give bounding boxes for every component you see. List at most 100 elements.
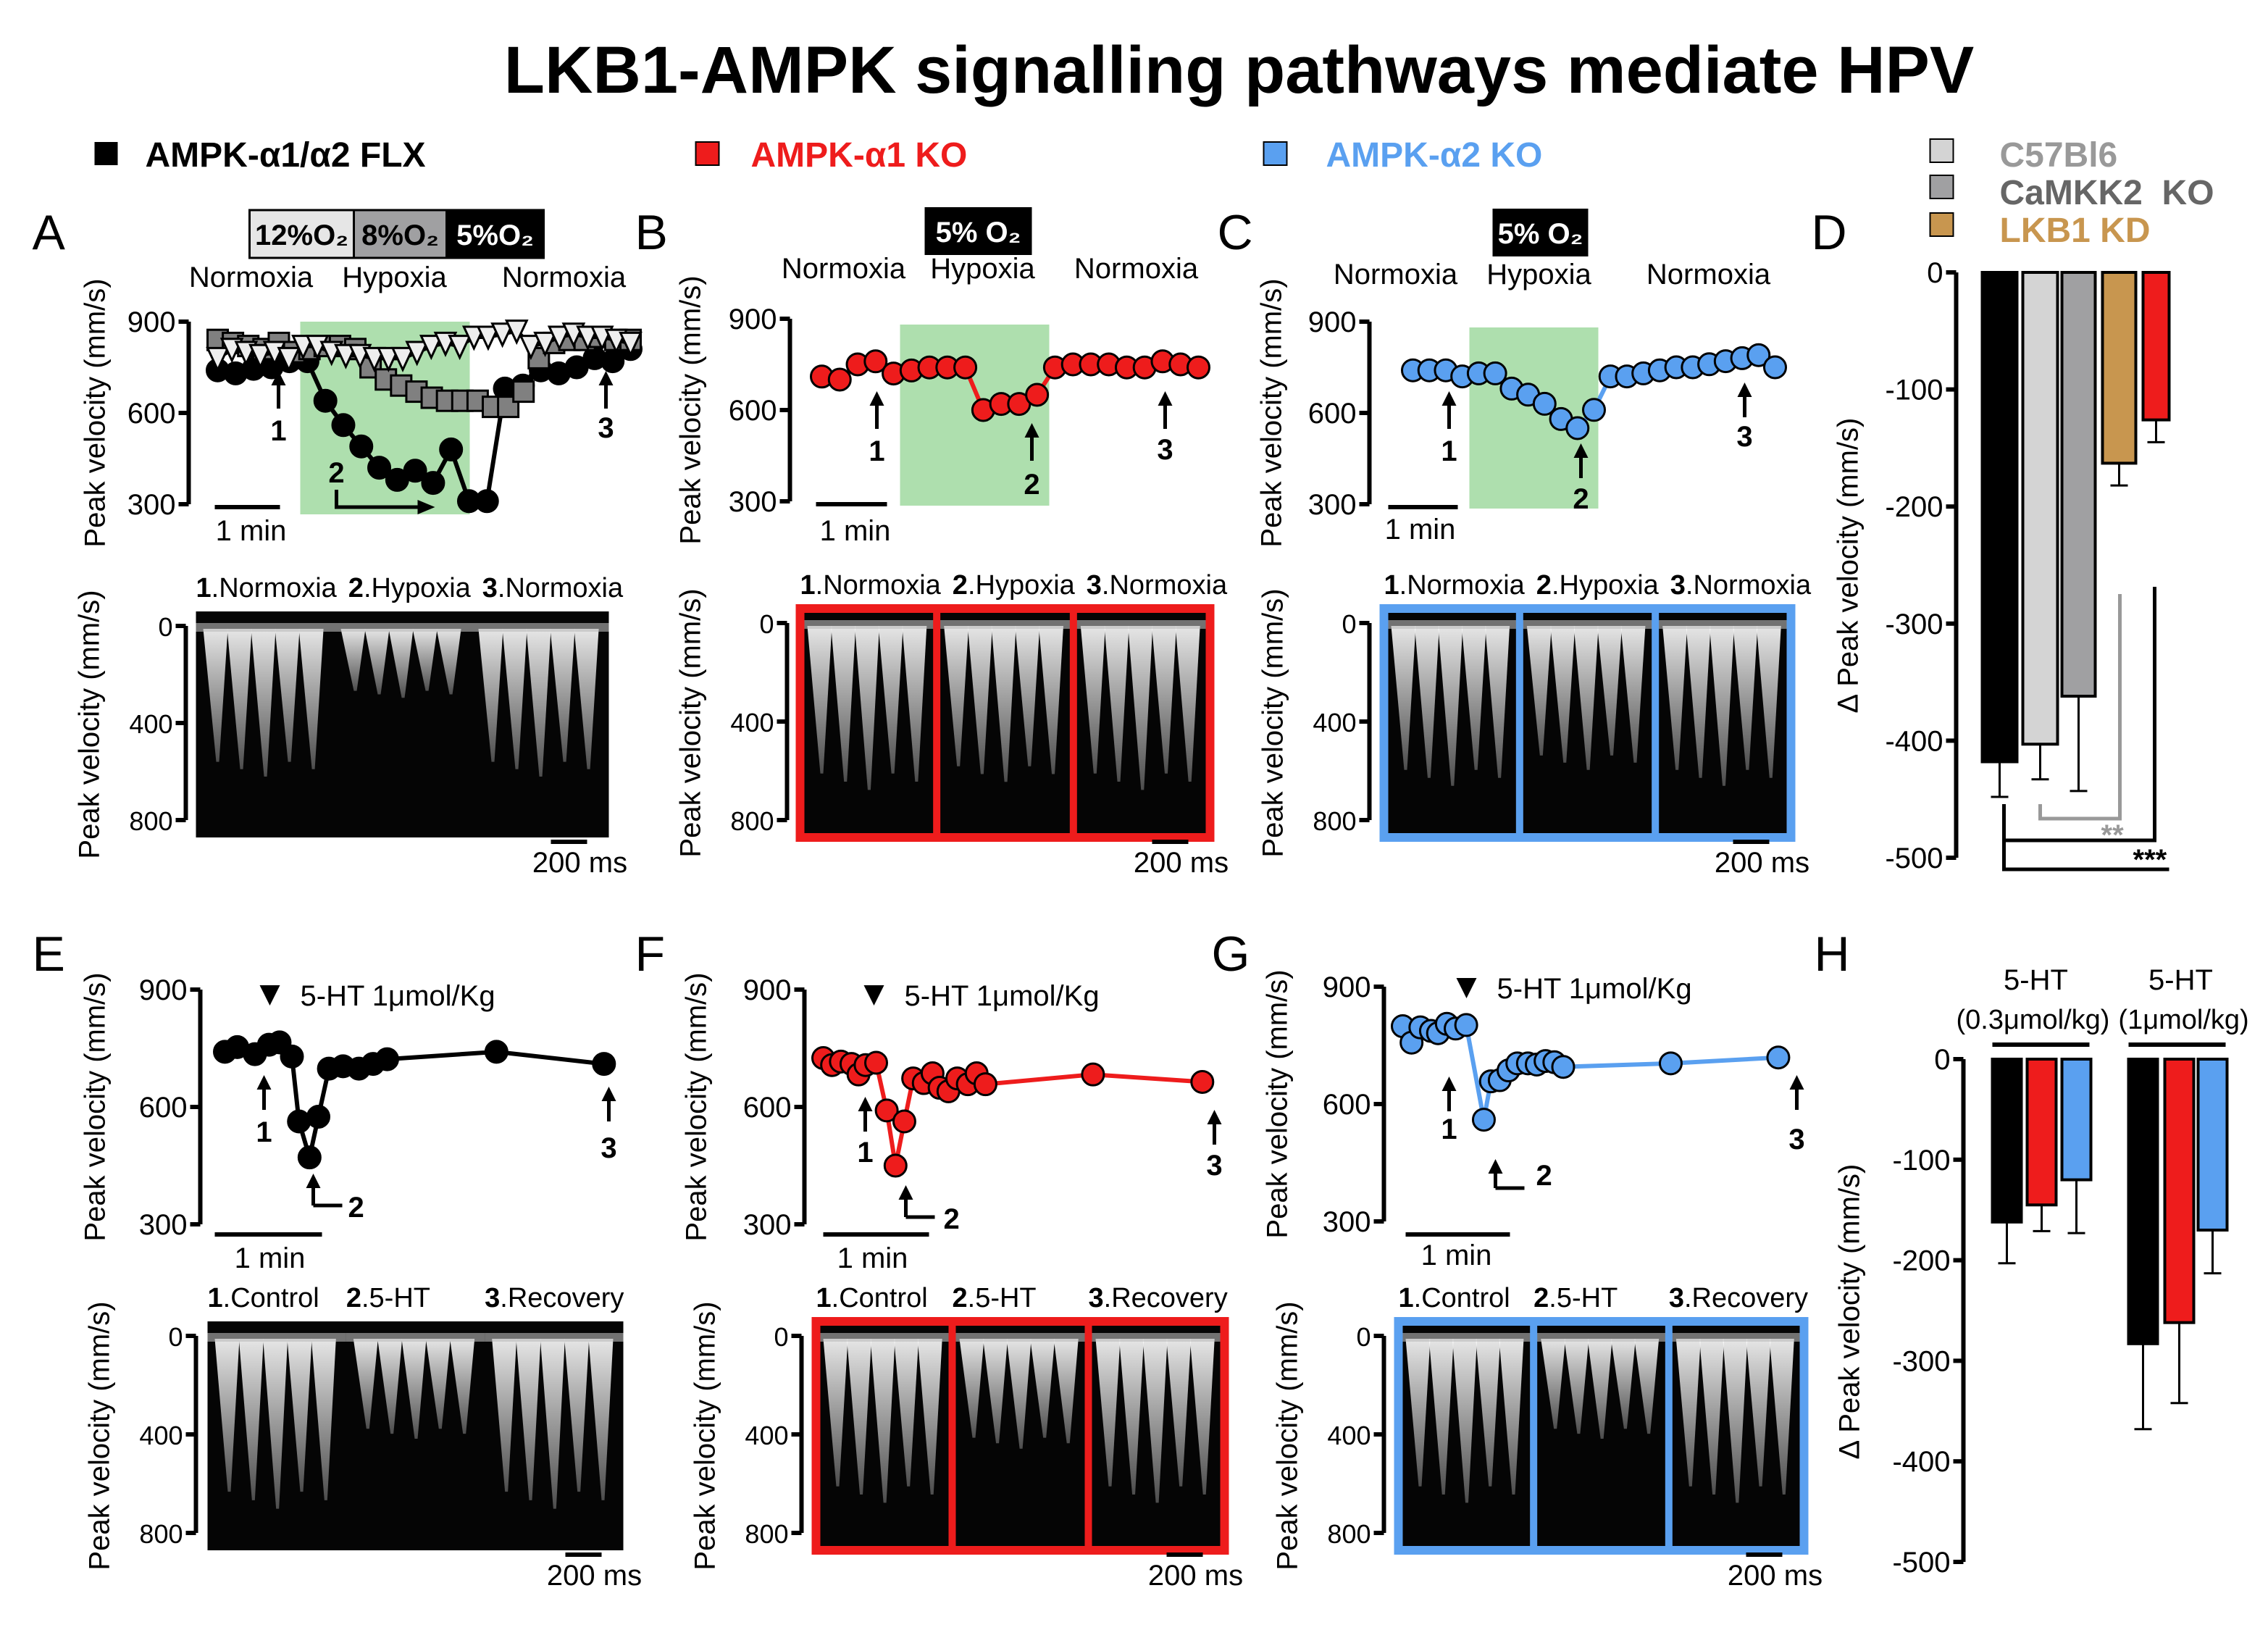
bar xyxy=(1980,271,2019,764)
doppler-waveform xyxy=(991,626,1016,782)
y-tick-label: -300 xyxy=(1892,1345,1950,1377)
doppler-waveform xyxy=(1675,1339,1701,1487)
data-point xyxy=(592,1052,616,1077)
legend: AMPK-α1/α2 FLX AMPK-α1 KO AMPK-α2 KO xyxy=(94,136,1543,175)
panel-letter-h: H xyxy=(1815,927,1850,982)
doppler-waveform xyxy=(298,629,324,769)
doppler-waveform xyxy=(831,626,856,782)
legend-swatch-a1ko xyxy=(695,141,720,166)
arrow-label: 3 xyxy=(598,412,614,444)
y-axis-label: Peak velocity (mm/s) xyxy=(80,278,112,547)
y-tick-label: -100 xyxy=(1892,1145,1950,1176)
panel-letter-c: C xyxy=(1218,205,1253,260)
doppler-waveform xyxy=(214,1339,240,1492)
y-tick-label: -200 xyxy=(1892,1245,1950,1277)
doppler-waveform xyxy=(807,626,832,774)
bar xyxy=(2101,271,2138,465)
scale-bar-label: 1 min xyxy=(1385,514,1456,546)
arrow-up-icon xyxy=(1737,383,1752,397)
data-point xyxy=(439,437,464,461)
data-point xyxy=(892,1109,916,1134)
doppler-baseline xyxy=(1384,620,1520,629)
doppler-waveform xyxy=(1769,1339,1794,1495)
doppler-baseline xyxy=(1073,620,1210,629)
arrow-up-icon xyxy=(601,1087,616,1101)
legend-d: C57Bl6 CaMKK2 KO LKB1 KD xyxy=(1929,136,2214,250)
doppler-waveform xyxy=(388,629,414,698)
legend-label-lkb1: LKB1 KD xyxy=(2000,212,2151,250)
legend-label-flx: AMPK-α1/α2 FLX xyxy=(146,136,426,175)
doppler-waveform xyxy=(847,1339,872,1495)
arrow-label: 2 xyxy=(348,1192,364,1224)
data-point xyxy=(377,346,401,372)
phase-label: Normoxia xyxy=(782,253,906,285)
doppler-waveform xyxy=(287,1339,312,1492)
arrow-up-icon xyxy=(1158,391,1173,406)
doppler-waveform xyxy=(1166,1339,1192,1487)
data-point xyxy=(419,335,443,361)
y-tick-label: 0 xyxy=(1927,257,1943,289)
doppler-waveform xyxy=(854,626,879,790)
drug-label: 5-HT 1μmol/Kg xyxy=(1497,973,1692,1005)
bar xyxy=(2196,1058,2229,1232)
data-point xyxy=(405,340,430,367)
phase-label: Hypoxia xyxy=(342,262,447,293)
doppler-waveform xyxy=(1541,1339,1566,1429)
doppler-waveform xyxy=(1699,1339,1725,1495)
y-tick-label: 600 xyxy=(729,395,777,427)
doppler-waveform xyxy=(1709,626,1734,786)
legend-label-a2ko: AMPK-α2 KO xyxy=(1326,136,1543,175)
data-point xyxy=(1454,1013,1478,1037)
bar xyxy=(2060,271,2097,698)
doppler-waveform xyxy=(1587,1339,1612,1439)
oxygen-box xyxy=(353,209,448,259)
doppler-waveform xyxy=(917,1339,942,1495)
data-point xyxy=(277,346,301,372)
doppler-waveform xyxy=(878,626,903,774)
doppler-waveform xyxy=(1015,626,1040,766)
arrow-label: 2 xyxy=(944,1203,960,1235)
doppler-waveform xyxy=(502,629,527,769)
injection-marker-icon xyxy=(863,985,884,1006)
data-point xyxy=(362,346,387,372)
y-axis-label: Peak velocity (mm/s) xyxy=(675,275,707,544)
doppler-waveform xyxy=(1686,626,1711,778)
doppler-waveform xyxy=(353,1339,378,1429)
data-point xyxy=(1187,355,1210,380)
data-point xyxy=(1565,416,1590,440)
data-point xyxy=(476,325,501,351)
oxygen-box xyxy=(445,209,545,259)
y-tick-label: 400 xyxy=(745,1421,788,1450)
doppler-b: 1.Normoxia 2.Hypoxia 3.Normoxia 0 400 800 Peak… xyxy=(675,570,1229,879)
line-chart-f: 300 600 900 Peak velocity (mm/s) xyxy=(681,972,1215,1242)
doppler-waveform xyxy=(450,1339,475,1434)
doppler-waveform xyxy=(401,1339,427,1439)
doppler-condition-label: 3.Normoxia xyxy=(482,573,624,603)
doppler-border xyxy=(1394,1317,1809,1555)
annotations: 1 3 2 1 2 3 1 2 3 1 2 3 1 2 3 1 2 3 1 min 1 min 1 min 1 min 1 … xyxy=(214,371,1805,1274)
y-tick-label: -200 xyxy=(1885,491,1943,523)
y-tick-label: 800 xyxy=(730,806,774,836)
y-tick-label: -100 xyxy=(1885,375,1943,406)
doppler-waveform xyxy=(944,626,969,766)
arrow-right-icon xyxy=(417,500,435,514)
scale-bar-label: 200 ms xyxy=(1134,847,1229,879)
data-point xyxy=(1766,1045,1791,1070)
y-tick-label: 400 xyxy=(1313,708,1356,737)
doppler-waveform xyxy=(1756,626,1781,778)
doppler-g: 1.Control 2.5-HT 3.Recovery 0 400 800 Peak vel… xyxy=(1272,1283,1823,1592)
y-axis-label: ∆ Peak velocity (mm/s) xyxy=(1833,418,1865,713)
data-point xyxy=(374,1047,399,1071)
y-tick-label: 300 xyxy=(729,486,777,518)
arrow-label: 2 xyxy=(1573,483,1589,515)
oxygen-box-label: 12%O₂ xyxy=(255,220,348,251)
data-point xyxy=(1081,1062,1105,1087)
arrow-label: 1 xyxy=(1441,1113,1457,1145)
significance-label: ** xyxy=(2101,819,2125,851)
y-tick-label: 900 xyxy=(1323,971,1371,1003)
doppler-c: 1.Normoxia 2.Hypoxia 3.Normoxia 0 400 800 Peak… xyxy=(1258,570,1812,879)
data-point xyxy=(1582,398,1606,422)
doppler-waveform xyxy=(492,1339,517,1492)
doppler-waveform xyxy=(1746,1339,1771,1487)
